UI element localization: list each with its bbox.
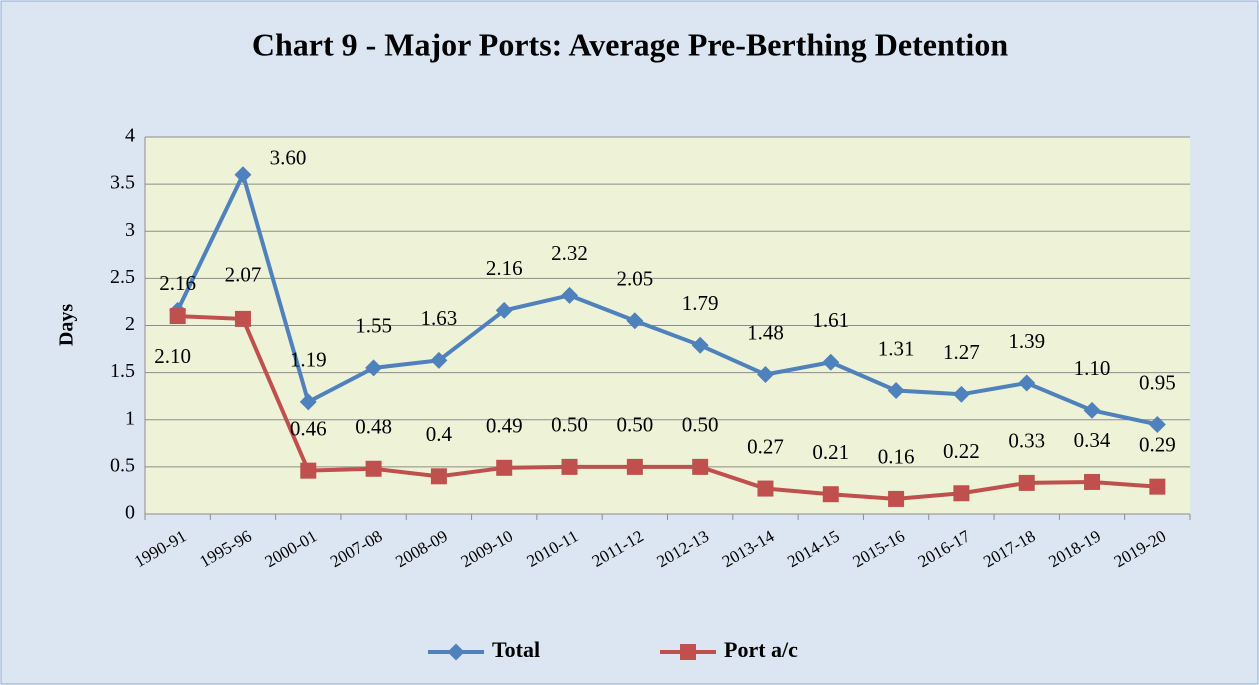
data-label: 1.48: [747, 320, 784, 344]
data-label: 0.33: [1008, 429, 1045, 453]
marker: [626, 312, 644, 330]
marker: [756, 366, 774, 383]
data-label: 2.32: [551, 241, 588, 265]
marker: [953, 485, 970, 502]
data-label: 1.39: [1008, 329, 1045, 353]
marker: [495, 301, 513, 319]
marker: [1018, 474, 1035, 491]
marker: [169, 308, 186, 325]
marker: [561, 458, 578, 475]
data-label: 1.27: [943, 340, 980, 364]
chart-title: Chart 9 - Major Ports: Average Pre-Berth…: [252, 26, 1008, 62]
data-label: 0.29: [1139, 432, 1176, 456]
data-label: 1.55: [355, 314, 392, 338]
data-label: 0.50: [682, 413, 719, 437]
marker: [888, 490, 905, 507]
data-label: 2.10: [154, 344, 191, 368]
y-tick-label: 3: [125, 219, 135, 241]
data-label: 0.46: [290, 416, 327, 440]
data-label: 0.4: [426, 422, 453, 446]
data-label: 0.34: [1074, 428, 1111, 452]
marker: [691, 336, 709, 354]
data-label: 0.48: [355, 415, 392, 439]
data-label: 1.79: [682, 291, 719, 315]
data-label: 2.05: [616, 267, 653, 291]
data-label: 0.49: [486, 414, 523, 438]
data-label: 1.63: [421, 306, 458, 330]
line: [175, 169, 1158, 427]
marker: [626, 458, 643, 475]
marker: [757, 480, 774, 497]
data-label: 1.19: [290, 348, 327, 372]
marker: [952, 385, 970, 403]
data-label: 1.10: [1074, 356, 1111, 380]
data-label: 1.61: [812, 308, 849, 332]
marker: [1149, 478, 1166, 495]
y-tick-label: 3.5: [110, 172, 135, 194]
data-label: 0.27: [747, 434, 784, 458]
data-label: 0.21: [812, 440, 849, 464]
marker: [822, 353, 840, 371]
marker: [365, 359, 383, 377]
data-label: 1.31: [878, 336, 915, 360]
marker: [234, 166, 252, 184]
marker: [887, 382, 905, 400]
data-label: 2.16: [159, 271, 196, 295]
data-label: 3.60: [270, 146, 307, 170]
marker: [822, 486, 839, 503]
marker: [496, 459, 513, 476]
marker: [299, 393, 317, 411]
data-label: 0.16: [878, 445, 915, 469]
y-tick-label: 0.5: [110, 454, 135, 476]
data-label: 0.95: [1139, 370, 1176, 394]
line: [177, 314, 1158, 501]
marker: [365, 460, 382, 477]
marker: [680, 644, 696, 660]
data-label: 2.16: [486, 256, 523, 280]
y-axis-label: Days: [56, 304, 78, 346]
marker: [300, 462, 317, 479]
marker: [692, 458, 709, 475]
marker: [430, 351, 448, 369]
y-tick-label: 1.5: [110, 360, 135, 382]
marker: [1084, 473, 1101, 490]
y-tick-label: 4: [125, 125, 135, 147]
legend-label: Total: [492, 637, 540, 662]
marker: [234, 310, 251, 327]
legend-label: Port a/c: [724, 637, 798, 662]
data-label: 0.22: [943, 439, 980, 463]
marker: [561, 286, 579, 304]
y-tick-label: 1: [125, 407, 135, 429]
marker: [447, 643, 465, 661]
y-tick-label: 2.5: [110, 266, 135, 288]
marker: [430, 468, 447, 485]
y-tick-label: 0: [125, 502, 135, 524]
y-tick-label: 2: [125, 313, 135, 335]
data-label: 0.50: [551, 413, 588, 437]
data-label: 0.50: [616, 413, 653, 437]
data-label: 2.07: [225, 263, 262, 287]
